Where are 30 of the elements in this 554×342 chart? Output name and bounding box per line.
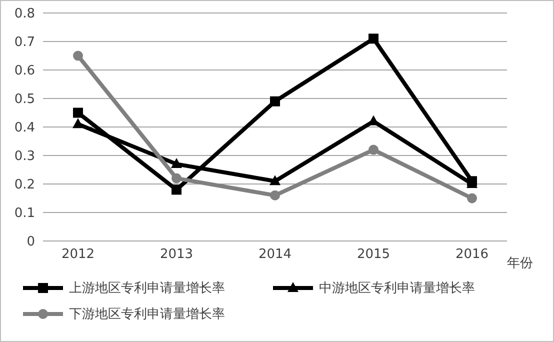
point bbox=[270, 190, 280, 200]
point bbox=[172, 184, 182, 195]
x-axis-title: 年份 bbox=[507, 256, 533, 271]
y-tick-label: 0.7 bbox=[14, 35, 35, 50]
point bbox=[73, 108, 83, 118]
y-tick-label: 0.5 bbox=[14, 92, 35, 108]
x-tick-label: 2013 bbox=[160, 247, 194, 262]
y-tick-label: 0.8 bbox=[14, 6, 35, 22]
x-tick-label: 2016 bbox=[455, 247, 489, 262]
y-tick-label: 0.1 bbox=[14, 206, 35, 222]
point bbox=[73, 50, 83, 61]
point bbox=[467, 193, 477, 204]
legend-label: 中游地区专利申请量增长率 bbox=[319, 280, 475, 297]
x-tick-label: 2012 bbox=[61, 247, 95, 262]
x-tick-label: 2014 bbox=[258, 247, 292, 262]
x-tick-label: 2015 bbox=[356, 247, 390, 262]
point bbox=[270, 175, 280, 186]
y-tick-label: 0 bbox=[26, 234, 35, 250]
y-tick-label: 0.6 bbox=[14, 64, 35, 79]
legend-label: 上游地区专利申请量增长率 bbox=[69, 280, 225, 297]
point bbox=[171, 158, 182, 168]
y-tick-label: 0.2 bbox=[14, 178, 35, 193]
y-tick-label: 0.3 bbox=[14, 149, 35, 164]
point bbox=[172, 173, 182, 184]
point bbox=[270, 96, 280, 106]
point bbox=[368, 34, 378, 44]
legend-label: 下游地区专利申请量增长率 bbox=[69, 306, 225, 323]
point bbox=[368, 144, 378, 155]
point bbox=[72, 118, 84, 128]
y-tick-label: 0.4 bbox=[14, 120, 35, 136]
